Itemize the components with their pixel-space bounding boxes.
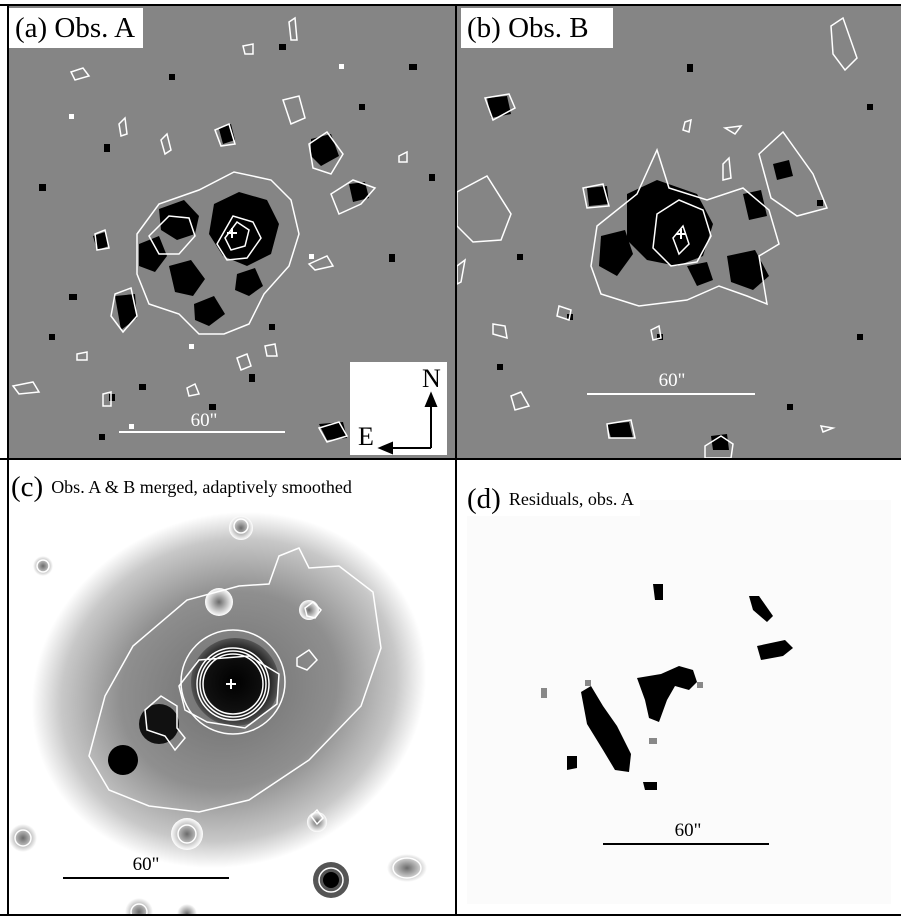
panel-a-obs-a: (a) Obs. A 60" N E (9, 4, 457, 458)
panel-c-label: (c) Obs. A & B merged, adaptively smoothe… (11, 470, 358, 504)
frame-center (455, 4, 457, 916)
panel-d-label-prefix: (d) (467, 483, 501, 515)
panel-d-residuals: (d) Residuals, obs. A 60" (457, 460, 901, 916)
panel-a-scale-label: 60" (190, 410, 218, 431)
frame-left (7, 4, 9, 916)
panel-d-image (467, 500, 891, 904)
frame-middle (0, 458, 901, 460)
panel-b-scale-label: 60" (658, 370, 686, 391)
panel-d-label-text: Residuals, obs. A (508, 489, 634, 509)
panel-b-obs-b: (b) Obs. B 60" (457, 4, 901, 458)
panel-d-scale-label: 60" (674, 820, 702, 841)
compass-north-label: N (422, 364, 441, 393)
compass-arrows (377, 391, 438, 455)
panel-a-label: (a) Obs. A (9, 8, 144, 48)
panel-a-image (11, 16, 435, 443)
compass-east-label: E (358, 422, 374, 451)
panel-c-scale-label: 60" (132, 854, 160, 875)
panel-d-label: (d) Residuals, obs. A (467, 482, 640, 516)
compass-rose: N E (350, 362, 447, 455)
panel-c-label-prefix: (c) (11, 471, 44, 503)
panel-b-label: (b) Obs. B (461, 8, 613, 48)
panel-c-merged-smoothed: (c) Obs. A & B merged, adaptively smoothe… (9, 460, 455, 916)
frame-bottom (0, 914, 901, 916)
frame-top (0, 4, 901, 6)
panel-c-label-text: Obs. A & B merged, adaptively smoothed (51, 477, 352, 497)
panel-c-image (9, 511, 427, 916)
panel-b-image (457, 16, 873, 458)
